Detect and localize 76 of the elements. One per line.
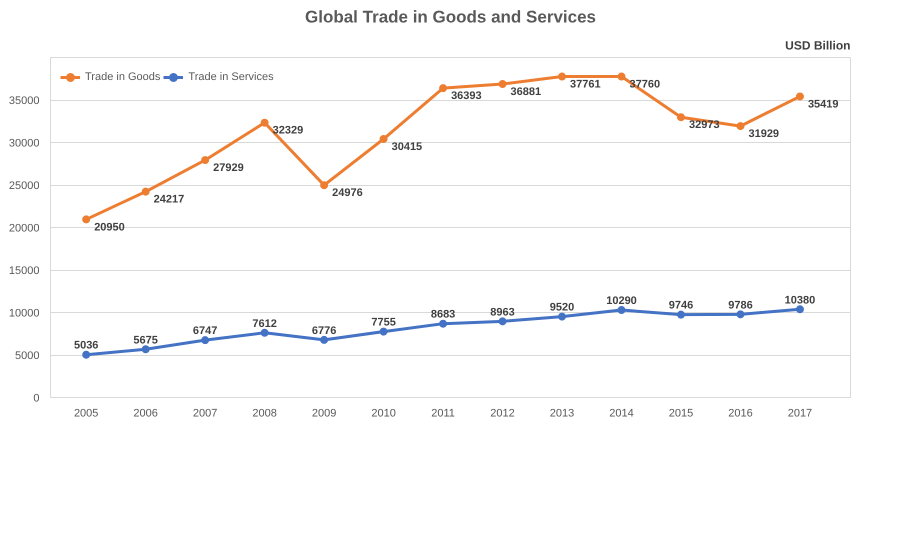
point xyxy=(380,328,388,336)
point xyxy=(142,345,150,354)
data-label: 24217 xyxy=(154,194,184,206)
legend-label: Trade in Goods xyxy=(85,71,160,83)
x-tick-label: 2008 xyxy=(252,408,277,420)
y-tick-label: 5000 xyxy=(15,350,40,362)
point xyxy=(380,134,388,143)
point xyxy=(796,305,804,314)
point xyxy=(201,156,210,164)
point xyxy=(618,72,626,81)
data-label: 20950 xyxy=(94,221,125,234)
data-label: 10380 xyxy=(784,294,816,306)
point xyxy=(82,215,90,224)
x-tick-label: 2013 xyxy=(550,408,574,420)
y-tick-label: 0 xyxy=(33,392,40,404)
data-label: 9786 xyxy=(728,299,753,312)
point xyxy=(676,310,685,319)
y-tick-label: 35000 xyxy=(8,95,40,107)
point xyxy=(320,181,328,190)
x-tick-label: 2015 xyxy=(668,408,694,420)
data-label: 30415 xyxy=(392,140,422,153)
data-label: 31929 xyxy=(748,128,780,140)
point xyxy=(260,328,269,337)
point xyxy=(439,320,448,328)
y-tick-label: 10000 xyxy=(8,308,40,320)
point xyxy=(736,122,744,130)
data-label: 36881 xyxy=(510,86,542,98)
data-label: 8963 xyxy=(490,306,515,318)
point xyxy=(498,317,507,326)
chart-title: Global Trade in Goods and Services xyxy=(305,8,596,26)
data-label: 35419 xyxy=(808,98,839,110)
y-tick-label: 30000 xyxy=(8,138,40,150)
data-label: 6776 xyxy=(312,324,336,337)
x-tick-label: 2010 xyxy=(371,408,396,420)
x-tick-label: 2009 xyxy=(312,408,336,420)
data-label: 24976 xyxy=(332,187,363,200)
data-label: 27929 xyxy=(213,162,244,174)
point xyxy=(558,312,566,321)
point xyxy=(498,80,507,88)
point xyxy=(796,92,804,100)
point xyxy=(439,84,448,92)
y-tick-label: 15000 xyxy=(8,265,40,277)
data-label: 8683 xyxy=(430,308,456,321)
x-tick-label: 2007 xyxy=(192,408,218,420)
data-label: 5675 xyxy=(133,334,158,346)
data-label: 6747 xyxy=(192,325,218,338)
text: USD Billion xyxy=(785,38,851,52)
data-label: 32329 xyxy=(272,124,304,137)
data-label: 9746 xyxy=(668,300,694,312)
x-tick-label: 2017 xyxy=(788,408,812,420)
data-label: 10290 xyxy=(606,295,637,308)
data-label: 7755 xyxy=(371,316,396,329)
data-label: 32973 xyxy=(688,119,720,132)
point xyxy=(201,336,210,344)
legend-label: Trade in Services xyxy=(188,71,274,83)
point xyxy=(736,310,744,318)
y-tick-label: 25000 xyxy=(8,180,40,192)
point xyxy=(260,118,269,127)
x-tick-label: 2012 xyxy=(490,408,515,420)
data-label: 7612 xyxy=(252,318,277,330)
point xyxy=(82,350,90,359)
data-label: 37761 xyxy=(570,78,601,91)
point xyxy=(676,113,685,122)
data-label: 5036 xyxy=(74,340,98,352)
x-tick-label: 2005 xyxy=(74,408,98,420)
x-tick-label: 2014 xyxy=(609,408,634,420)
data-label: 9520 xyxy=(550,302,574,314)
data-label: 36393 xyxy=(451,90,482,102)
point xyxy=(618,306,626,314)
point xyxy=(142,188,150,196)
y-tick-label: 20000 xyxy=(8,222,40,234)
x-tick-label: 2011 xyxy=(431,408,455,420)
x-tick-label: 2016 xyxy=(728,408,753,420)
point xyxy=(558,72,566,81)
x-tick-label: 2006 xyxy=(133,408,158,420)
point xyxy=(320,336,328,344)
